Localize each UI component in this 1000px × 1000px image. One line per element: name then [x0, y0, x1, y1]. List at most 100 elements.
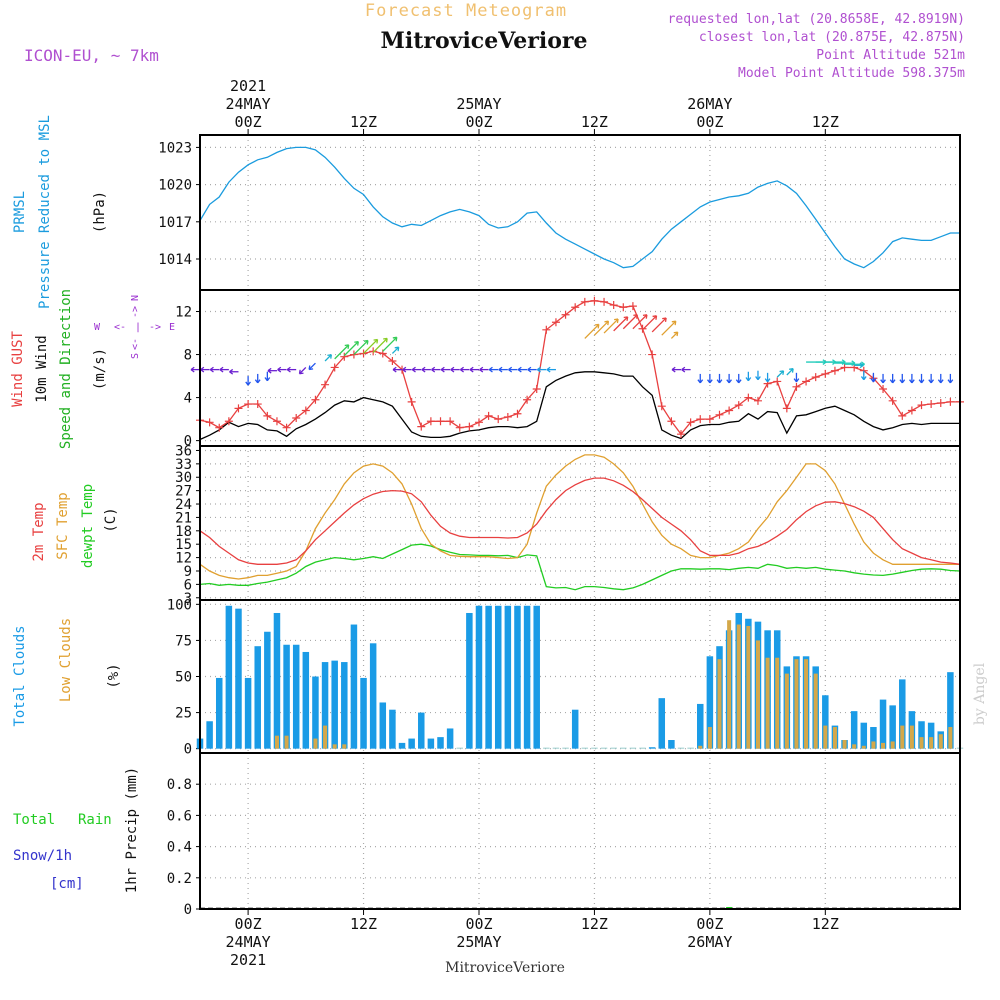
wind-arrow-head — [755, 376, 761, 381]
gust-marker — [561, 310, 570, 319]
total-cloud-bar — [677, 747, 685, 749]
gust-marker — [628, 302, 637, 311]
wind-10m-line — [199, 371, 960, 441]
temp-labels: 2m Temp SFC Temp dewpt Temp (C) — [31, 484, 119, 568]
wind-arrow-head — [344, 344, 350, 349]
low-cloud-bar — [852, 744, 857, 749]
wind-arrow — [372, 337, 388, 353]
gust-marker — [946, 397, 955, 406]
gust-marker — [523, 395, 532, 404]
bottom-time-label: 00Z — [696, 915, 723, 933]
wind-arrow-head — [200, 366, 205, 373]
wind-arrow-head — [229, 368, 234, 375]
panel-frame — [199, 134, 961, 291]
wind-arrow-head — [623, 316, 629, 321]
bottom-time-label: 24MAY — [226, 933, 271, 951]
y-tick-label: 0.2 — [167, 871, 192, 887]
wind-arrow-head — [613, 318, 619, 324]
wind-arrow-head — [327, 354, 333, 359]
total-cloud-bar — [312, 676, 319, 749]
gust-marker — [532, 384, 541, 393]
total-cloud-bar — [341, 662, 348, 749]
wind-arrow-head — [662, 317, 667, 323]
compass-e-arrow: -> — [149, 322, 161, 333]
cloud-unit-label: (%) — [106, 663, 122, 688]
wind-arrow — [353, 340, 369, 356]
gust-marker — [426, 417, 435, 426]
total-clouds-label: Total Clouds — [12, 625, 28, 726]
gust-marker — [253, 400, 262, 409]
gust-marker — [417, 422, 426, 431]
gust-marker — [503, 412, 512, 421]
wind-arrow-head — [308, 365, 314, 371]
wind-arrow-head — [392, 336, 398, 342]
low-cloud-bar — [813, 673, 818, 749]
gust-marker — [927, 400, 936, 409]
low-cloud-bar — [900, 725, 905, 749]
y-tick-label: 1023 — [158, 140, 192, 156]
y-tick-label: 9 — [184, 564, 192, 580]
wind-arrow-head — [267, 367, 272, 374]
y-tick-label: 0 — [184, 902, 192, 918]
panel-precip: 0 0.2 0.4 0.6 0.8 — [167, 752, 961, 918]
gust-marker — [888, 396, 897, 405]
gust-marker — [657, 402, 666, 411]
wind-arrow — [299, 367, 307, 375]
gust-marker — [311, 395, 320, 404]
gust-marker — [205, 418, 214, 427]
low-cloud-bar — [909, 725, 914, 749]
y-tick-label: 12 — [175, 551, 192, 567]
total-cloud-bar — [850, 711, 858, 749]
y-tick-label: 0.6 — [167, 808, 192, 824]
total-cloud-bar — [668, 740, 675, 749]
compass-s-arrow: <- — [130, 338, 141, 350]
gust-marker — [715, 410, 724, 419]
panel-frame — [199, 752, 961, 910]
wind-arrow-head — [937, 379, 944, 384]
snow-label: Snow/1h — [13, 848, 72, 864]
total-cloud-bar — [398, 742, 406, 749]
gust-marker — [811, 373, 820, 382]
total-cloud-bar — [899, 679, 906, 749]
top-time-label: 24MAY — [226, 95, 271, 113]
low-cloud-bar — [794, 659, 799, 749]
wind-arrow-head — [394, 346, 400, 352]
total-cloud-bar — [475, 605, 483, 749]
total-cloud-bar — [360, 677, 367, 749]
wind-arrow-head — [508, 366, 513, 373]
low-cloud-bar — [707, 727, 712, 749]
low-cloud-bar — [342, 744, 347, 749]
wind-arrow-head — [859, 362, 864, 369]
wind-arrow-head — [440, 366, 445, 373]
total-cloud-bar — [302, 651, 310, 749]
wind-arrow-head — [716, 379, 723, 384]
gust-marker — [407, 397, 416, 406]
pressure-msl-label: Pressure Reduced to MSL — [37, 115, 53, 309]
wind-arrow — [661, 320, 677, 336]
wind-speed-dir-label: Speed and Direction — [58, 289, 74, 449]
wind-arrow — [308, 362, 316, 370]
wind-arrow-head — [633, 314, 638, 319]
gust-marker — [359, 349, 368, 358]
wind-arrow — [363, 339, 379, 354]
low-cloud-bar — [861, 745, 866, 749]
y-tick-label: 0 — [184, 434, 192, 450]
panel-wind: 0 4 8 12 — [175, 289, 964, 450]
top-time-label: 00Z — [235, 113, 262, 131]
low-cloud-bar — [727, 620, 732, 749]
pressure-unit-label: (hPa) — [92, 191, 108, 233]
wind-arrow — [613, 316, 629, 332]
wind-arrow-head — [363, 339, 369, 345]
gust-marker — [551, 318, 560, 327]
total-cloud-bar — [446, 728, 454, 749]
y-tick-label: 24 — [175, 497, 192, 513]
gust-marker — [821, 369, 830, 378]
total-cloud-bar — [292, 644, 300, 749]
y-tick-label: 36 — [175, 443, 192, 459]
top-time-label: 00Z — [465, 113, 492, 131]
total-cloud-bar — [870, 727, 877, 749]
y-tick-label: 0.8 — [167, 777, 192, 793]
total-cloud-bar — [687, 747, 694, 749]
wind-arrow-head — [706, 379, 713, 384]
